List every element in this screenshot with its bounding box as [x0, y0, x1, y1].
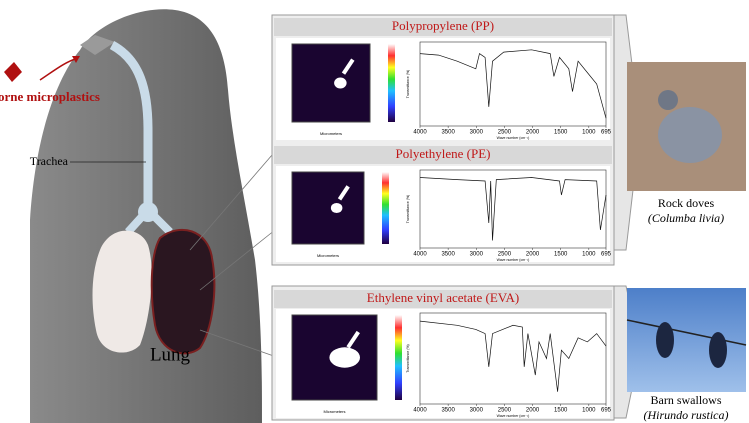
- ir-map: [292, 172, 364, 244]
- map-axis-label: Micrometers: [320, 131, 342, 136]
- particle: [331, 203, 343, 213]
- x-tick-label: 3000: [470, 252, 484, 258]
- y-axis-label: Transmittance (%): [406, 70, 410, 98]
- x-tick-label: 4000: [413, 130, 427, 136]
- x-axis-label: Wave number (cm⁻¹): [497, 136, 530, 140]
- panel-title: Polyethylene (PE): [396, 146, 491, 161]
- y-axis-label: Transmittance (%): [406, 195, 410, 223]
- x-tick-label: 1000: [582, 408, 596, 414]
- x-tick-label: 3500: [441, 408, 455, 414]
- particle-icon: [4, 62, 22, 82]
- barn-swallow-photo: [627, 288, 746, 392]
- panel-title: Polypropylene (PP): [392, 18, 494, 33]
- figure: Airborne microplastics Trachea Lung Rock…: [0, 0, 749, 423]
- x-tick-label: 2500: [498, 408, 512, 414]
- x-tick-label: 4000: [413, 408, 427, 414]
- particle: [329, 347, 360, 367]
- x-tick-label: 2000: [526, 130, 540, 136]
- x-tick-label: 1500: [554, 130, 568, 136]
- trachea-label: Trachea: [30, 154, 69, 168]
- x-tick-label: 1500: [554, 252, 568, 258]
- swallow: [656, 322, 674, 358]
- x-axis-label: Wave number (cm⁻¹): [497, 414, 530, 418]
- y-axis-label: Transmittance (%): [406, 344, 410, 372]
- species-latin: (Columba livia): [648, 211, 724, 225]
- carina: [138, 202, 158, 222]
- source-label: Airborne microplastics: [0, 89, 100, 104]
- map-axis-label: Micrometers: [323, 409, 345, 414]
- pigeon-head: [658, 90, 678, 110]
- x-tick-label: 2000: [526, 408, 540, 414]
- lung-left: [93, 231, 152, 353]
- x-axis-label: Wave number (cm⁻¹): [497, 258, 530, 262]
- x-tick-label: 1500: [554, 408, 568, 414]
- x-tick-label: 3500: [441, 130, 455, 136]
- x-tick-label: 2500: [498, 130, 512, 136]
- panel-title: Ethylene vinyl acetate (EVA): [367, 290, 519, 305]
- colorbar: [388, 44, 395, 122]
- map-axis-label: Micrometers: [317, 253, 339, 258]
- x-tick-label: 2500: [498, 252, 512, 258]
- x-tick-label: 3500: [441, 252, 455, 258]
- lung-label: Lung: [150, 344, 191, 365]
- swallow: [709, 332, 727, 368]
- x-tick-label: 695: [601, 408, 612, 414]
- x-tick-label: 3000: [470, 130, 484, 136]
- x-tick-label: 3000: [470, 408, 484, 414]
- colorbar: [382, 172, 389, 244]
- species-name: Rock doves: [658, 196, 715, 210]
- x-tick-label: 4000: [413, 252, 427, 258]
- x-tick-label: 2000: [526, 252, 540, 258]
- x-tick-label: 695: [601, 130, 612, 136]
- particle: [334, 78, 346, 89]
- lung-right: [152, 230, 215, 354]
- x-tick-label: 1000: [582, 252, 596, 258]
- x-tick-label: 1000: [582, 130, 596, 136]
- pigeon-body: [658, 107, 722, 163]
- species-name: Barn swallows: [651, 393, 722, 407]
- ir-map: [292, 44, 370, 122]
- species-latin: (Hirundo rustica): [644, 408, 729, 422]
- x-tick-label: 695: [601, 252, 612, 258]
- colorbar: [395, 315, 402, 400]
